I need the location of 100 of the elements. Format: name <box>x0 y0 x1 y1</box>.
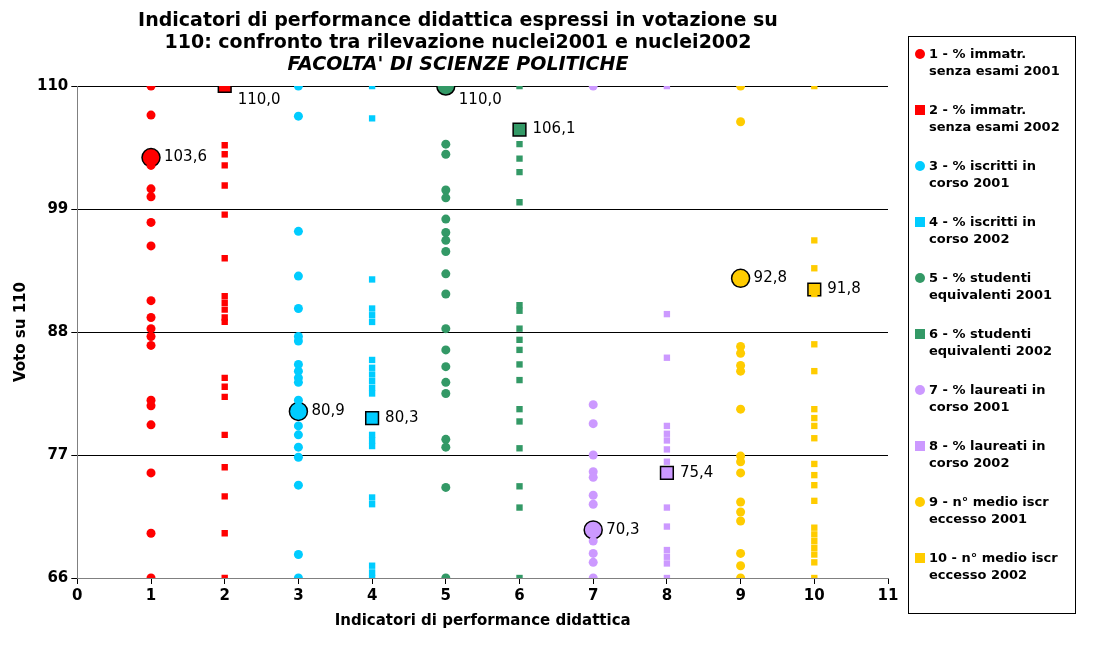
x-tick-label: 6 <box>514 585 525 604</box>
point <box>146 340 156 350</box>
point <box>146 420 156 430</box>
point <box>736 457 746 467</box>
point <box>221 306 228 313</box>
point <box>441 324 451 334</box>
point <box>588 536 598 546</box>
point <box>663 523 671 530</box>
legend-label: 2 - % immatr. senza esami 2002 <box>929 101 1061 135</box>
data-label: 106,1 <box>532 119 576 138</box>
point <box>368 390 376 397</box>
point <box>293 550 303 560</box>
point <box>811 559 818 566</box>
point <box>441 289 451 299</box>
x-tick-label: 9 <box>735 585 746 604</box>
point <box>441 139 451 149</box>
point <box>516 405 523 413</box>
point <box>588 419 598 429</box>
point <box>663 437 671 444</box>
point <box>663 560 671 567</box>
point <box>293 452 303 462</box>
point <box>293 271 303 281</box>
y-tick-label: 99 <box>47 198 69 217</box>
point <box>293 430 303 440</box>
data-label: 91,8 <box>827 279 861 298</box>
legend-label: 9 - n° medio iscr eccesso 2001 <box>929 493 1050 527</box>
point <box>293 395 303 405</box>
chart-subtitle: FACOLTA' DI SCIENZE POLITICHE <box>286 52 630 74</box>
point <box>368 115 376 122</box>
chart-title: Indicatori di performance didattica espressi in votazione su 110: confronto tra rilevazione nuclei2001 e nuclei2002 <box>138 8 778 52</box>
point <box>516 504 523 511</box>
legend-label: 1 - % immatr. senza esami 2001 <box>929 45 1061 79</box>
point <box>516 199 523 206</box>
point <box>516 336 523 344</box>
point <box>588 499 598 509</box>
point <box>293 442 303 452</box>
x-tick-label: 5 <box>440 585 452 604</box>
point <box>736 561 746 571</box>
x-tick-label: 7 <box>587 585 599 604</box>
point <box>588 450 598 460</box>
point <box>736 516 746 526</box>
point <box>293 226 303 236</box>
legend-label: 8 - % laureati in corso 2002 <box>929 437 1047 471</box>
y-tick-label: 110 <box>37 75 69 94</box>
point <box>441 345 451 355</box>
legend-label: 5 - % studenti equivalenti 2001 <box>929 269 1053 303</box>
x-tick-label: 8 <box>661 585 673 604</box>
point <box>441 214 451 224</box>
data-label: 103,6 <box>164 147 207 166</box>
x-tick-label: 0 <box>72 585 83 604</box>
point <box>441 185 451 195</box>
point <box>441 389 451 398</box>
point <box>293 480 303 490</box>
data-label: 110,0 <box>458 89 502 108</box>
point <box>736 117 746 127</box>
point <box>441 482 451 492</box>
data-label: 70,3 <box>606 519 640 538</box>
y-tick-label: 77 <box>47 444 69 463</box>
point <box>146 528 156 538</box>
point <box>736 348 746 358</box>
point <box>221 493 228 500</box>
y-tick-label: 66 <box>47 567 69 586</box>
point <box>441 362 451 372</box>
point <box>516 325 523 332</box>
point <box>293 421 303 431</box>
point <box>516 483 523 490</box>
point <box>441 442 451 452</box>
point <box>516 418 523 425</box>
x-axis-title: Indicatori di performance didattica <box>334 610 631 629</box>
point <box>146 110 156 120</box>
x-tick-label: 3 <box>293 585 304 604</box>
point <box>588 548 598 558</box>
legend-label: 3 - % iscritti in corso 2001 <box>929 157 1037 191</box>
legend-label: 6 - % studenti equivalenti 2002 <box>929 325 1053 359</box>
x-tick-label: 11 <box>877 585 899 604</box>
point <box>516 168 523 176</box>
point <box>146 217 156 227</box>
point <box>293 111 303 121</box>
point <box>441 434 451 444</box>
point <box>368 305 376 312</box>
point <box>146 401 156 411</box>
point <box>588 490 598 500</box>
x-tick-label: 1 <box>145 585 157 604</box>
point <box>441 377 451 387</box>
point <box>736 507 746 517</box>
y-axis-title: Voto su 110 <box>10 282 29 382</box>
data-label: 92,8 <box>753 268 788 287</box>
point <box>516 445 523 452</box>
point <box>736 548 746 558</box>
point <box>736 404 746 414</box>
point <box>293 304 303 314</box>
point <box>146 184 156 194</box>
point <box>516 376 523 384</box>
x-tick-label: 4 <box>366 585 378 604</box>
point <box>516 155 523 162</box>
point <box>146 312 156 322</box>
point <box>516 361 523 368</box>
point <box>441 246 451 256</box>
data-label: 80,3 <box>385 407 419 426</box>
point <box>221 182 228 189</box>
